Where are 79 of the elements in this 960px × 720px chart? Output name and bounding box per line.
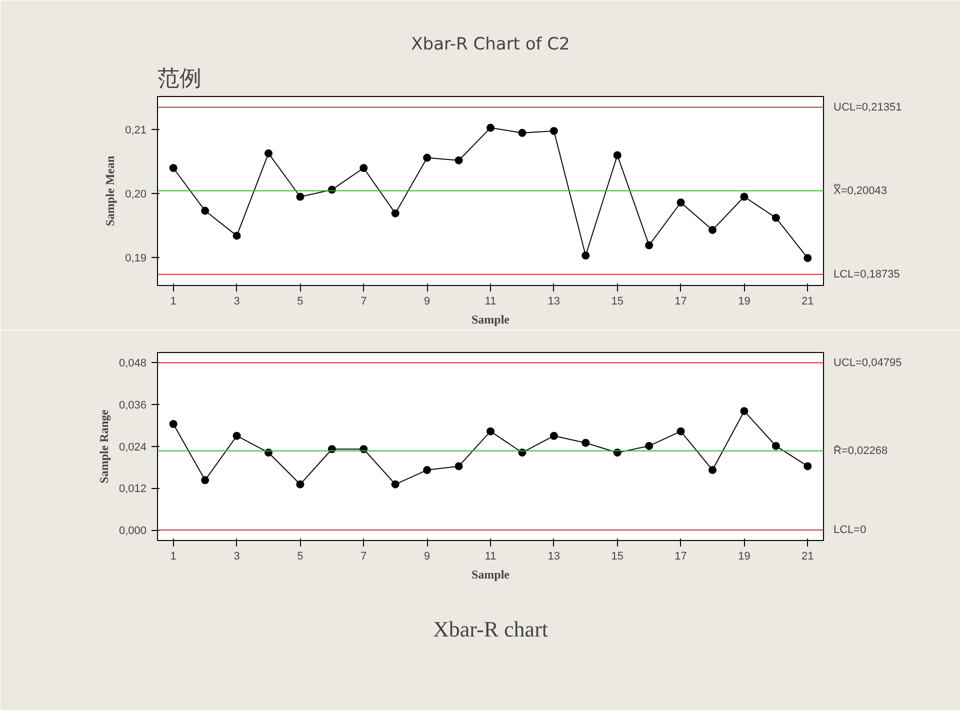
point [772,442,780,450]
point [454,462,463,470]
x-tick-label: 1 [170,296,176,308]
point [423,466,432,474]
point [582,438,590,447]
x-tick-label: 3 [234,550,240,562]
point [708,226,716,234]
chart-title: Xbar-R Chart of C2 [411,34,570,54]
x-tick-label: 9 [424,550,430,562]
x-tick-label: 21 [802,550,814,562]
point [518,128,526,137]
point [201,206,210,215]
point [201,476,210,484]
x-tick-label: 11 [484,550,496,562]
point [740,407,748,416]
x-tick-label: 17 [674,296,687,308]
point [708,466,716,474]
point [676,198,685,206]
x-tick-label: 13 [548,296,560,308]
ref-line-label: UCL=0,04795 [834,356,902,369]
point [804,254,812,262]
point [550,432,558,440]
x-tick-label: 11 [484,296,496,308]
y-tick-label: 0,024 [118,441,147,454]
y-axis-title: Sample Range [96,408,111,484]
ref-line-label: X̿=0,20043 [833,184,888,197]
x-tick-label: 19 [738,296,750,308]
x-tick-label: 5 [297,550,304,562]
y-tick-label: 0,20 [125,188,147,201]
point [582,251,590,260]
x-tick-label: 15 [611,296,624,308]
x-tick-label: 5 [297,296,304,308]
x-tick-label: 21 [802,296,814,308]
point [676,427,685,436]
y-axis-title: Sample Mean [103,156,118,226]
point [391,209,400,218]
x-tick-label: 13 [548,550,560,562]
point [391,480,400,488]
x-axis-title: Sample [472,312,510,326]
ref-line-label: R̄=0,02268 [834,444,888,457]
y-tick-label: 0,21 [125,124,147,137]
point [645,442,654,450]
y-tick-label: 0,19 [125,252,147,264]
y-tick-label: 0,012 [118,483,147,496]
y-tick-label: 0,000 [118,525,147,538]
point [169,164,178,172]
point [550,126,558,135]
point [772,214,780,222]
point [296,480,304,488]
point [232,232,241,240]
x-tick-label: 3 [234,296,240,308]
text: Xbar-R chart [432,616,548,642]
point [360,164,368,172]
point [486,124,494,132]
ref-line-label: LCL=0,18735 [834,268,900,280]
point [423,154,432,162]
point [645,241,654,250]
y-tick-label: 0,048 [118,358,147,370]
x-tick-label: 15 [611,550,624,562]
point [486,427,494,436]
point [454,156,463,164]
x-tick-label: 7 [360,550,367,562]
x-tick-label: 19 [738,550,750,562]
point [264,149,272,158]
point [232,432,241,440]
point [804,462,812,470]
point [169,420,178,428]
x-tick-label: 7 [360,296,367,308]
x-tick-label: 1 [170,550,176,562]
x-tick-label: 9 [424,296,430,308]
text: 范例 [158,66,202,92]
point [613,151,622,160]
y-tick-label: 0,036 [118,399,147,412]
ref-line-label: UCL=0,21351 [834,101,902,114]
point [296,192,304,201]
ref-line-label: LCL=0 [834,524,866,536]
x-axis-title: Sample [472,568,510,582]
point [740,192,748,201]
x-tick-label: 17 [674,550,687,562]
